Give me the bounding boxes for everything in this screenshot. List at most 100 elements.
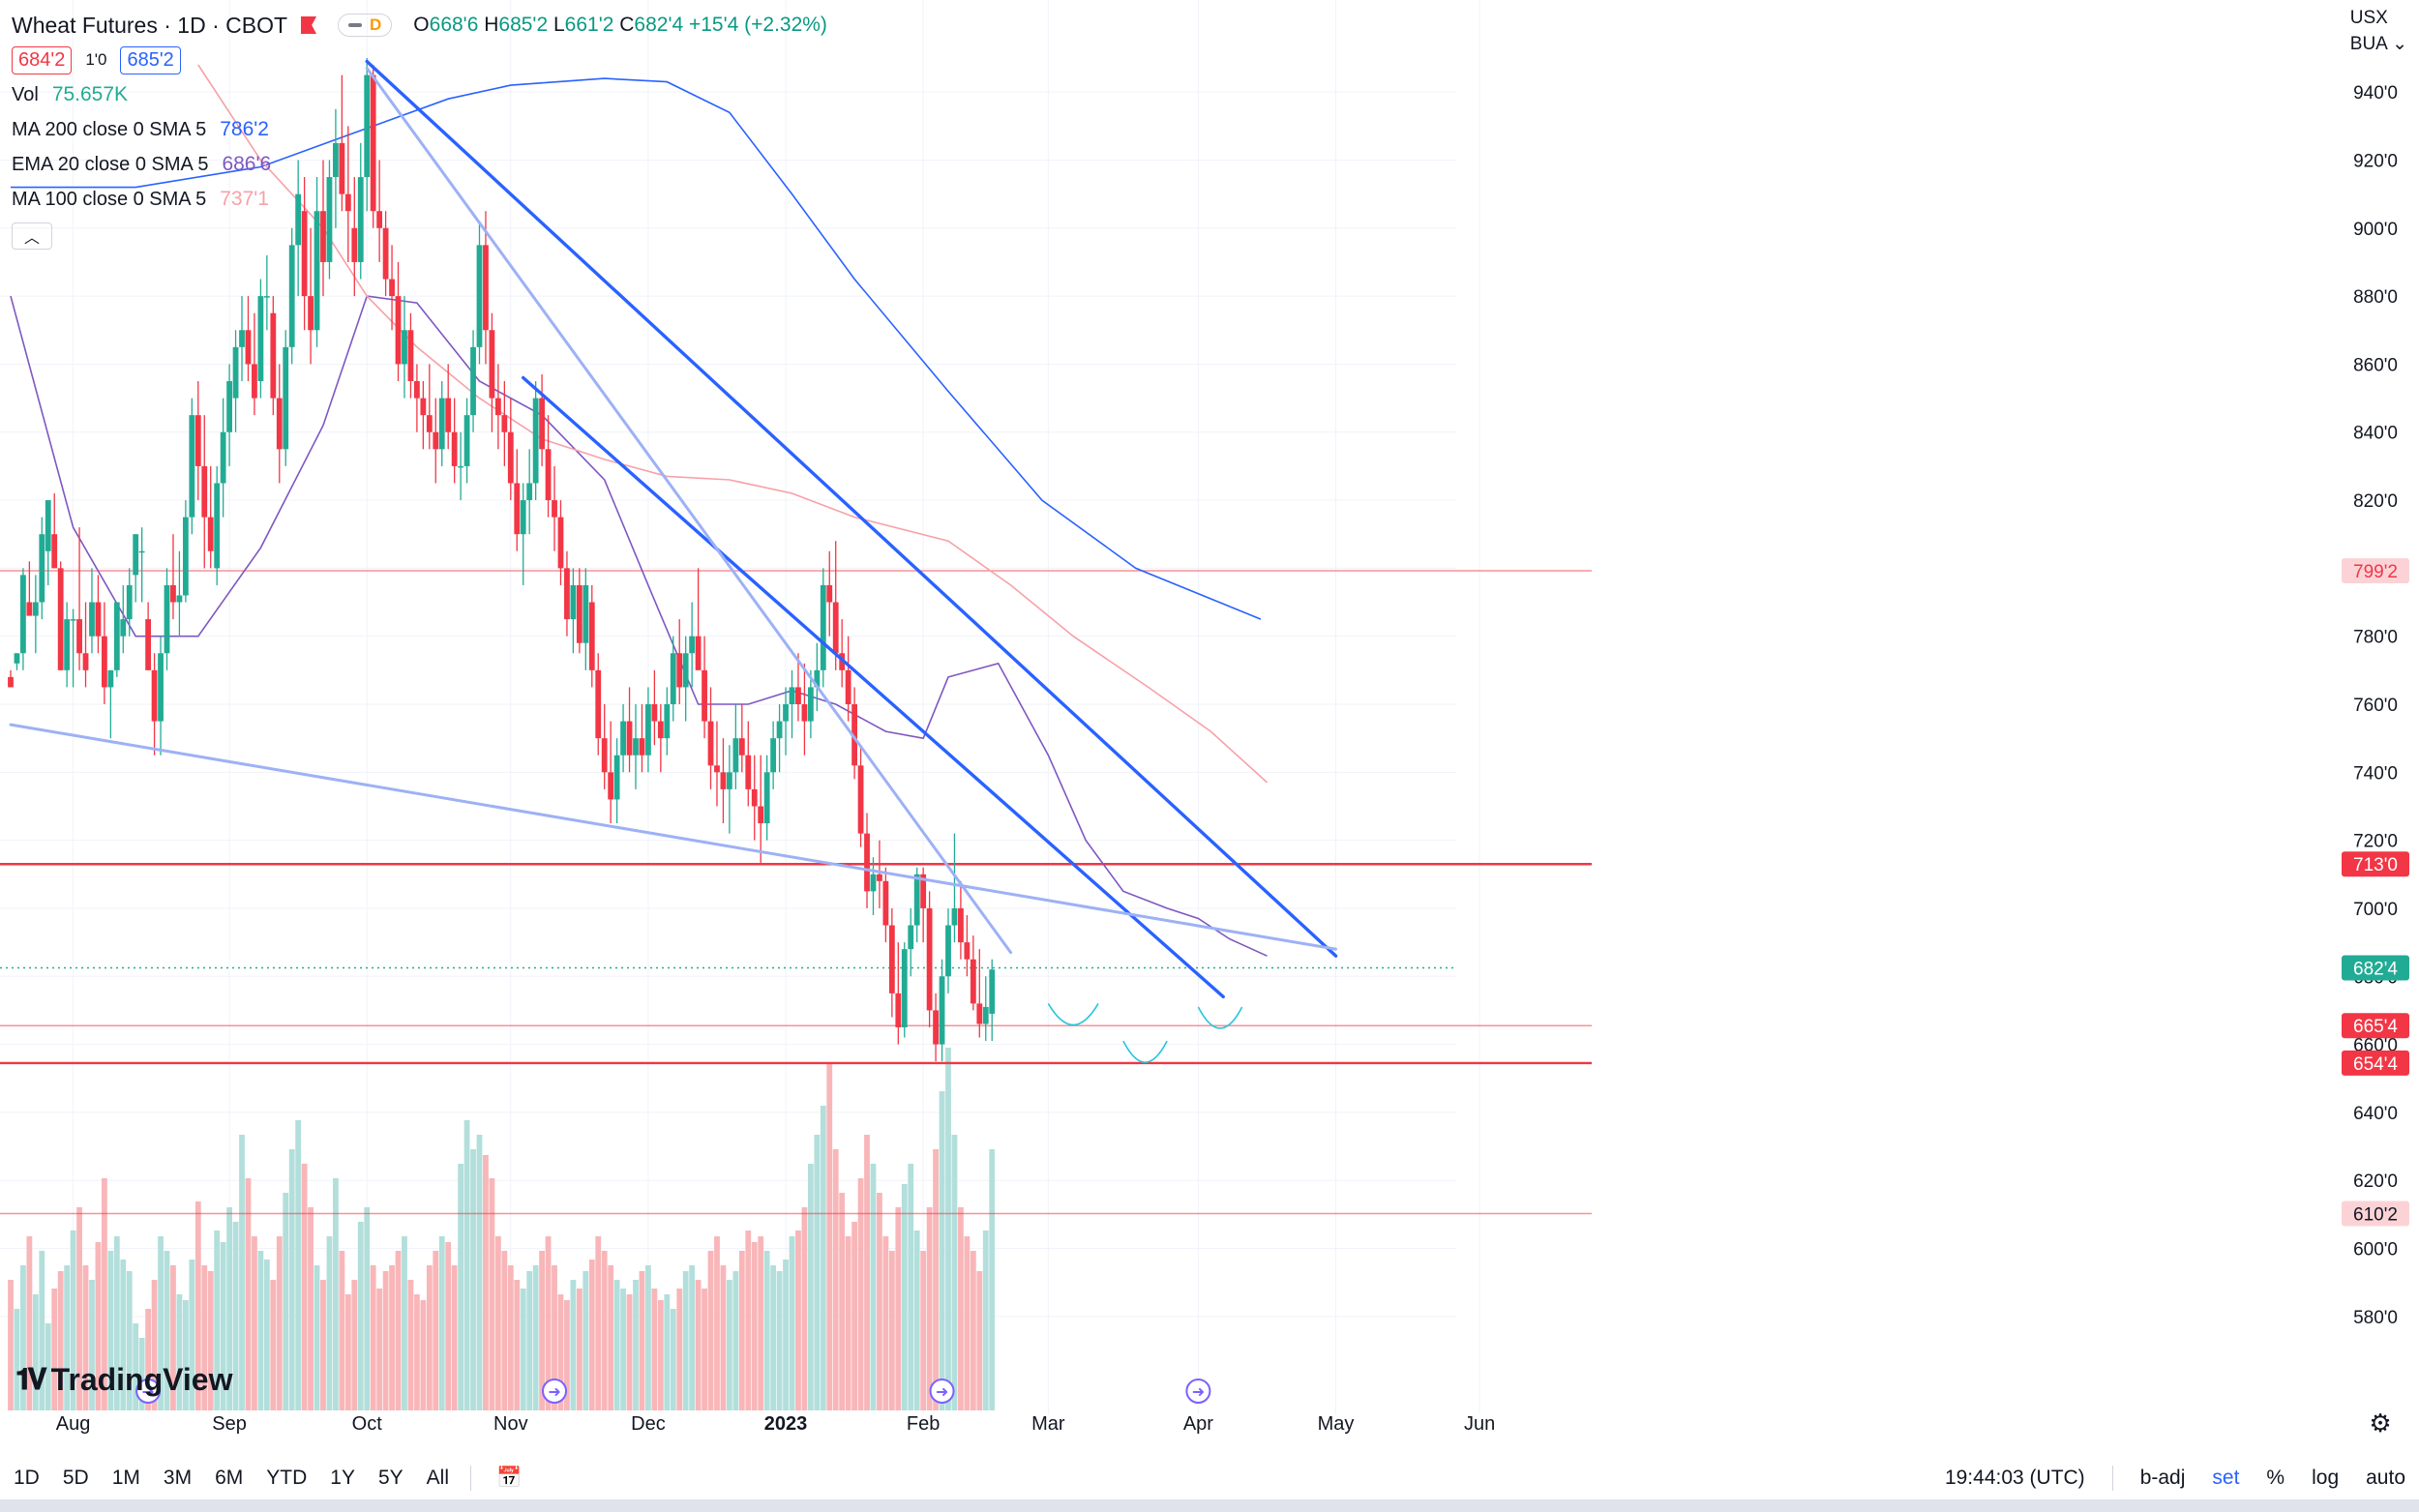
y-tick-label: 900'0 [2353, 220, 2398, 240]
volume-bar [70, 1230, 76, 1410]
volume-bar [445, 1242, 452, 1410]
candle-body [364, 74, 371, 178]
calendar-range-icon[interactable]: 📅 [496, 1467, 523, 1489]
flag-icon[interactable] [301, 16, 317, 34]
candle-body [801, 704, 808, 722]
candle-body [864, 833, 870, 892]
range-5d[interactable]: 5D [62, 1467, 89, 1489]
candle-body [370, 74, 376, 212]
support-arc [1047, 1003, 1099, 1026]
candle [239, 296, 245, 381]
range-ytd[interactable]: YTD [266, 1467, 308, 1489]
candle [851, 687, 857, 780]
candle [720, 738, 727, 824]
candle [182, 500, 189, 603]
volume-bar [226, 1207, 232, 1410]
volume-bar [588, 1260, 595, 1410]
candle [76, 527, 82, 670]
candle-body [920, 874, 927, 908]
trendlines[interactable] [9, 59, 1338, 999]
time-axis[interactable]: Aug Sep Oct Nov Dec 2023 Feb Mar Apr May Jun ⚙ [56, 1408, 2392, 1438]
ma-line [10, 295, 1268, 957]
candle [645, 687, 651, 773]
price-badges: 799'2 713'0 682'4 665'4 654'4 610'2 [2342, 558, 2409, 1227]
range-1y[interactable]: 1Y [330, 1467, 355, 1489]
volume-bar [57, 1271, 64, 1410]
volume-bar [301, 1164, 308, 1410]
candle [70, 608, 76, 688]
candle-body [507, 431, 514, 484]
candle [926, 891, 933, 1027]
log-toggle[interactable]: log [2312, 1467, 2340, 1489]
candle [51, 493, 58, 569]
auto-toggle[interactable]: auto [2366, 1467, 2405, 1489]
candle-body [670, 653, 676, 704]
clock-time[interactable]: 19:44:03 (UTC) [1944, 1467, 2085, 1489]
candle [970, 935, 976, 1011]
sell-button[interactable]: 684'2 [12, 45, 73, 74]
price-axis[interactable]: 580'0600'0620'0640'0660'0680'0700'0720'0… [2353, 83, 2398, 1328]
candle-body [402, 330, 407, 365]
volume-bar [758, 1236, 764, 1410]
indicator-ma200[interactable]: MA 200 close 0 SMA 5 786'2 [12, 118, 269, 140]
candle [670, 636, 676, 722]
candle [476, 221, 483, 365]
percent-toggle[interactable]: % [2266, 1467, 2285, 1489]
trendline [9, 723, 1338, 951]
volume-bar [783, 1260, 789, 1410]
volume-bar [501, 1251, 508, 1410]
collapse-legend-button[interactable]: ︿ [12, 222, 52, 250]
range-6m[interactable]: 6M [215, 1467, 244, 1489]
volume-bar [494, 1236, 501, 1410]
volume-bar [364, 1207, 371, 1410]
volume-bar [845, 1236, 851, 1410]
unit-label[interactable]: BUA ⌄ [2349, 34, 2407, 54]
range-5y[interactable]: 5Y [377, 1467, 403, 1489]
range-3m[interactable]: 3M [163, 1467, 193, 1489]
candle [339, 74, 345, 212]
settlement-toggle[interactable]: set [2212, 1467, 2240, 1489]
range-1d[interactable]: 1D [14, 1467, 40, 1489]
candle-body [445, 398, 452, 432]
candle [158, 636, 164, 756]
candle-body [783, 704, 789, 722]
candle [801, 663, 808, 756]
x-tick-label: Jun [1464, 1413, 1495, 1435]
volume-bar [564, 1300, 570, 1410]
event-markers[interactable]: ➜ ➜ ➜ ➜ [135, 1379, 1211, 1404]
x-tick-label: 2023 [764, 1413, 808, 1435]
symbol-title[interactable]: Wheat Futures · 1D · CBOT [12, 12, 288, 38]
volume-bar [913, 1230, 920, 1410]
volume-bar [945, 1048, 951, 1410]
range-1m[interactable]: 1M [111, 1467, 140, 1489]
candle [651, 669, 658, 746]
support-arc [1197, 1006, 1243, 1029]
candle-body [257, 296, 264, 381]
volume-bar [933, 1149, 939, 1410]
indicator-ema20[interactable]: EMA 20 close 0 SMA 5 686'6 [12, 153, 272, 175]
range-all[interactable]: All [426, 1467, 449, 1489]
indicator-ma100[interactable]: MA 100 close 0 SMA 5 737'1 [12, 188, 269, 210]
candle-body [958, 907, 964, 943]
arrow-right-icon: ➜ [548, 1384, 560, 1401]
candle-body [851, 704, 857, 766]
indicator-vol[interactable]: Vol 75.657K [12, 83, 129, 105]
currency-unit[interactable]: USX BUA ⌄ [2350, 8, 2407, 58]
candle-body [939, 976, 945, 1045]
volume-bar [295, 1120, 302, 1410]
volume-bar [826, 1062, 833, 1410]
volume-bar [807, 1164, 814, 1410]
timeframe-pill[interactable]: D [338, 14, 393, 37]
event-marker-icon: ➜ [542, 1379, 568, 1404]
currency-label[interactable]: USX [2349, 8, 2388, 28]
event-circle [1185, 1379, 1211, 1404]
candle-body [239, 330, 245, 347]
candle-body [252, 364, 257, 399]
b-adj-toggle[interactable]: b-adj [2139, 1467, 2186, 1489]
candle [732, 704, 739, 789]
candle-body [552, 500, 557, 518]
tradingview-logo[interactable]: 𝟏𝐕 TradingView [15, 1362, 233, 1397]
buy-button[interactable]: 685'2 [120, 45, 181, 74]
volume-bar [8, 1280, 14, 1410]
